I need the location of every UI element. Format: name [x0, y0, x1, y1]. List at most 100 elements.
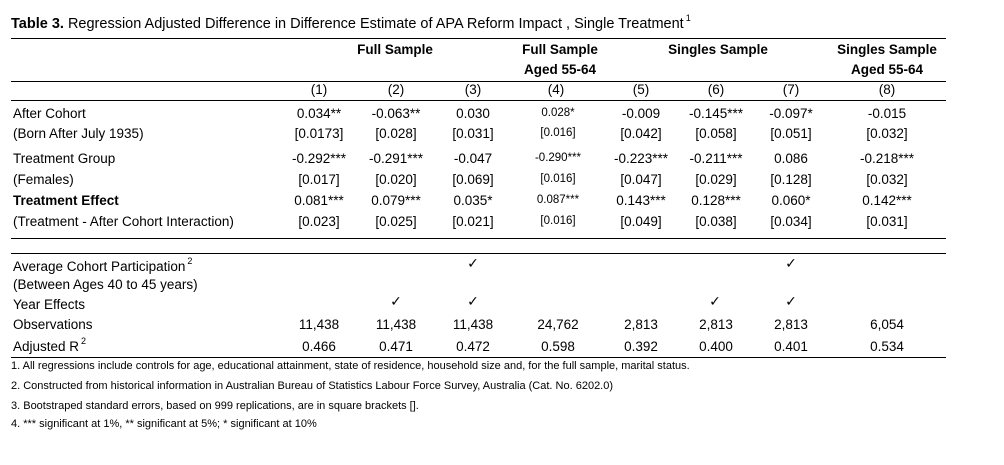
bottom-rule	[11, 357, 946, 358]
section-rule-2	[11, 253, 946, 254]
header-singles-sample-aged-1: Singles Sample	[837, 42, 937, 57]
table-cell: 0.030	[456, 106, 490, 121]
header-singles-sample-aged-2: Aged 55-64	[850, 62, 924, 77]
table-cell: [0.031]	[452, 126, 494, 141]
note-2: 2. Constructed from historical informati…	[11, 380, 614, 392]
table-cell: [0.016]	[540, 215, 576, 227]
col-num: (6)	[707, 82, 725, 97]
table-cell: 0.142***	[862, 193, 912, 208]
table-cell: -0.009	[621, 106, 661, 121]
col-num: (8)	[878, 82, 896, 97]
table-cell: [0.029]	[695, 172, 737, 187]
avg-cohort-label-2: (Between Ages 40 to 45 years)	[13, 277, 198, 292]
note-1: 1. All regressions include controls for …	[11, 360, 690, 372]
table-number: Table 3.	[11, 16, 64, 32]
table-cell: [0.051]	[770, 126, 812, 141]
table-cell: 2,813	[699, 317, 733, 332]
col-num: (3)	[464, 82, 482, 97]
table-cell: [0.025]	[375, 214, 417, 229]
col-num: (7)	[782, 82, 800, 97]
checkmark-icon: ✓	[390, 293, 402, 309]
checkmark-icon: ✓	[467, 255, 479, 271]
table-cell: -0.015	[867, 106, 907, 121]
table-cell: 0.079***	[371, 193, 421, 208]
header-singles-sample: Singles Sample	[668, 42, 768, 57]
colnum-rule	[11, 100, 946, 101]
table-cell: 0.400	[699, 339, 733, 354]
table-cell: [0.021]	[452, 214, 494, 229]
table-cell: 0.598	[541, 339, 575, 354]
table-cell: [0.032]	[866, 126, 908, 141]
checkmark-icon: ✓	[709, 293, 721, 309]
note-3: 3. Bootstraped standard errors, based on…	[11, 400, 419, 412]
table-cell: [0.016]	[540, 173, 576, 185]
table-cell: [0.032]	[866, 172, 908, 187]
table-cell: [0.017]	[298, 172, 340, 187]
table-cell: 0.392	[624, 339, 658, 354]
table-cell: [0.028]	[375, 126, 417, 141]
table-cell: 0.471	[379, 339, 413, 354]
row-label: Treatment Group	[13, 151, 116, 166]
col-num: (4)	[547, 82, 565, 97]
table-cell: 11,438	[298, 317, 340, 332]
table-cell: -0.291***	[368, 151, 424, 166]
table-cell: [0.0173]	[294, 126, 344, 141]
table-cell: 2,813	[624, 317, 658, 332]
checkmark-icon: ✓	[785, 293, 797, 309]
row-label: Treatment Effect	[13, 193, 119, 208]
table-cell: -0.047	[453, 151, 493, 166]
table-cell: -0.218***	[859, 151, 915, 166]
table-cell: 0.060*	[771, 193, 811, 208]
top-rule	[11, 38, 946, 39]
header-rule	[11, 81, 946, 82]
table-cell: [0.049]	[620, 214, 662, 229]
table-cell: 0.143***	[616, 193, 666, 208]
table-title: Table 3. Regression Adjusted Difference …	[11, 13, 691, 32]
col-num: (1)	[310, 82, 328, 97]
table-cell: 11,438	[452, 317, 494, 332]
table-cell: -0.211***	[689, 151, 743, 166]
table-cell: [0.023]	[298, 214, 340, 229]
title-footnote-marker: 1	[685, 13, 691, 23]
table-cell: -0.290***	[534, 152, 582, 164]
table-cell: 2,813	[774, 317, 808, 332]
table-cell: [0.016]	[540, 127, 576, 139]
table-cell: [0.034]	[770, 214, 812, 229]
checkmark-icon: ✓	[467, 293, 479, 309]
header-full-sample-aged-2: Aged 55-64	[523, 62, 597, 77]
table-cell: [0.128]	[770, 172, 812, 187]
observations-label: Observations	[13, 317, 93, 332]
table-cell: 0.081***	[294, 193, 344, 208]
table-cell: 0.087***	[536, 194, 580, 206]
table-cell: [0.047]	[620, 172, 662, 187]
table-cell: 24,762	[537, 317, 579, 332]
adj-r2-sup: 2	[81, 336, 87, 346]
adj-r2-label-text: Adjusted R	[13, 339, 80, 354]
table-cell: -0.223***	[613, 151, 669, 166]
table-cell: 0.401	[774, 339, 808, 354]
table-cell: 0.472	[456, 339, 490, 354]
row-label: After Cohort	[13, 106, 86, 121]
table-cell: -0.292***	[291, 151, 347, 166]
section-rule-1	[11, 238, 946, 239]
table-cell: 0.034**	[296, 106, 342, 121]
table-cell: -0.063**	[371, 106, 421, 121]
table-cell: 6,054	[870, 317, 904, 332]
note-4: 4. *** significant at 1%, ** significant…	[11, 418, 317, 430]
checkmark-icon: ✓	[785, 255, 797, 271]
row-label: (Females)	[13, 172, 74, 187]
table-cell: [0.038]	[695, 214, 737, 229]
year-effects-label: Year Effects	[13, 297, 86, 312]
avg-cohort-footnote: 2	[187, 256, 193, 266]
table-cell: -0.145***	[688, 106, 744, 121]
row-label: (Born After July 1935)	[13, 126, 144, 141]
table-cell: [0.058]	[695, 126, 737, 141]
table-cell: 11,438	[375, 317, 417, 332]
header-full-sample: Full Sample	[357, 42, 433, 57]
table-cell: 0.466	[302, 339, 336, 354]
table-cell: 0.086	[774, 151, 808, 166]
table-cell: -0.097*	[769, 106, 813, 121]
table-cell: [0.042]	[620, 126, 662, 141]
avg-cohort-label: Average Cohort Participation 2	[13, 256, 193, 274]
